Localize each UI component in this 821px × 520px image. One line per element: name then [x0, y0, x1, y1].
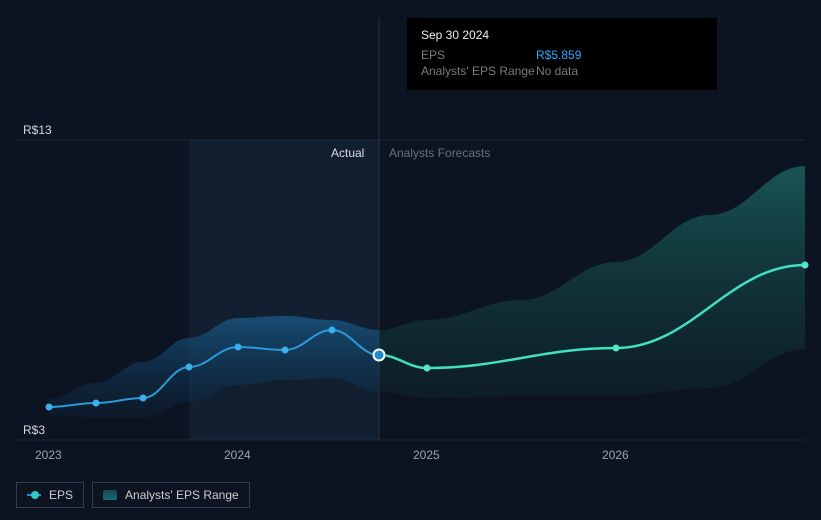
tooltip-value: R$5.859	[536, 48, 581, 62]
legend-item-eps[interactable]: EPS	[16, 482, 84, 508]
x-axis-label: 2026	[602, 448, 629, 462]
label-forecast: Analysts Forecasts	[389, 146, 490, 160]
tooltip-label: EPS	[421, 48, 536, 62]
label-actual: Actual	[331, 146, 364, 160]
x-axis-label: 2025	[413, 448, 440, 462]
range-icon	[103, 490, 117, 500]
tooltip-value: No data	[536, 64, 578, 78]
line-icon	[27, 494, 41, 496]
legend-label: Analysts' EPS Range	[125, 488, 239, 502]
x-axis-label: 2024	[224, 448, 251, 462]
tooltip-label: Analysts' EPS Range	[421, 64, 536, 78]
tooltip-row-eps: EPS R$5.859	[421, 48, 703, 62]
legend-label: EPS	[49, 488, 73, 502]
eps-forecast-chart: Sep 30 2024 EPS R$5.859 Analysts' EPS Ra…	[0, 0, 821, 520]
y-axis-label: R$13	[23, 123, 52, 137]
tooltip-row-range: Analysts' EPS Range No data	[421, 64, 703, 78]
chart-tooltip: Sep 30 2024 EPS R$5.859 Analysts' EPS Ra…	[407, 18, 717, 90]
y-axis-label: R$3	[23, 423, 45, 437]
x-axis-label: 2023	[35, 448, 62, 462]
legend-item-range[interactable]: Analysts' EPS Range	[92, 482, 250, 508]
tooltip-date: Sep 30 2024	[421, 28, 703, 42]
chart-legend: EPS Analysts' EPS Range	[16, 482, 250, 508]
